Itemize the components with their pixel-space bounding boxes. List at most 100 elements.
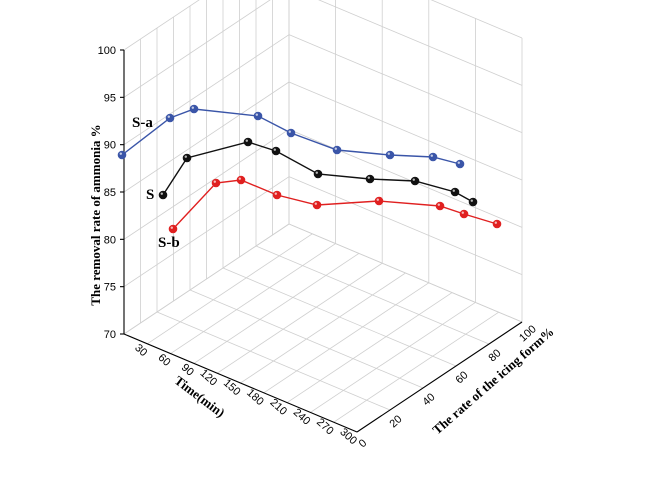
data-point-highlight: [457, 161, 460, 164]
data-point-highlight: [315, 171, 318, 174]
data-point-s-b: [236, 175, 246, 185]
data-point-s-b: [435, 201, 445, 211]
wall-grid-line: [288, 176, 523, 276]
data-point-highlight: [238, 177, 241, 180]
data-point-highlight: [213, 180, 216, 183]
x-tick-label: 120: [198, 367, 220, 388]
data-point-highlight: [245, 139, 248, 142]
data-point-highlight: [274, 192, 277, 195]
data-point-s: [182, 153, 192, 163]
y-axis-line: [356, 321, 523, 433]
y-tick-label: 40: [420, 391, 437, 408]
data-point-s-a: [455, 159, 465, 169]
x-tick-label: 60: [155, 352, 172, 369]
data-point-s-a: [189, 104, 199, 114]
y-tick-label: 20: [387, 413, 404, 430]
z-tick-label: 85: [104, 187, 116, 199]
data-point-highlight: [334, 147, 337, 150]
data-point-s: [271, 146, 281, 156]
data-point-s: [158, 190, 168, 200]
data-point-s-b: [168, 224, 178, 234]
data-point-highlight: [170, 226, 173, 229]
data-point-highlight: [430, 154, 433, 157]
floor-grid-line: [255, 245, 490, 345]
series-s-b: S-b: [158, 175, 502, 251]
data-point-highlight: [437, 203, 440, 206]
series-layer: S-a S S-b: [117, 104, 502, 251]
data-point-highlight: [167, 115, 170, 118]
wall-grid-line: [318, 0, 523, 86]
x-tick-label: 240: [291, 406, 313, 427]
floor-grid-line: [286, 292, 453, 403]
floor-grid-line: [193, 253, 360, 364]
wall-grid-line: [288, 223, 523, 323]
floor-grid-line: [263, 282, 430, 394]
x-tick-label: 210: [267, 397, 289, 418]
floor-grid-line: [147, 233, 313, 345]
z-axis-title: The removal rate of ammonia %: [88, 124, 103, 305]
floor-grid-line: [156, 311, 391, 411]
x-tick-label: 300: [337, 426, 359, 447]
y-tick-label: 60: [453, 369, 470, 386]
y-tick-label: 80: [486, 347, 503, 364]
wall-grid-line: [288, 128, 523, 228]
data-point-highlight: [376, 198, 379, 201]
series-label-s: S: [146, 187, 154, 203]
floor-grid-line: [189, 289, 424, 389]
wall-grid-line: [123, 0, 200, 51]
data-point-s: [365, 174, 375, 184]
z-tick-label: 95: [104, 92, 116, 104]
x-axis-line: [123, 333, 358, 433]
data-point-highlight: [184, 155, 187, 158]
data-point-highlight: [288, 130, 291, 133]
wall-grid-line: [123, 0, 271, 98]
data-point-s: [468, 197, 478, 207]
chart-axes: [120, 49, 523, 433]
wall-grid-line: [288, 34, 523, 134]
x-tick-label: 180: [244, 387, 266, 408]
data-point-highlight: [367, 176, 370, 179]
data-point-s-b: [211, 178, 221, 188]
wall-grid-line: [123, 223, 290, 335]
floor-grid-line: [310, 302, 476, 413]
wall-grid-line: [288, 81, 523, 181]
z-tick-label: 70: [104, 329, 116, 341]
data-point-s: [243, 137, 253, 147]
series-s: S: [146, 137, 478, 207]
floor-grid-line: [216, 262, 383, 374]
data-point-highlight: [452, 189, 455, 192]
z-tick-label: 80: [104, 234, 116, 246]
wall-grid-line: [123, 81, 290, 193]
data-point-s: [450, 187, 460, 197]
data-point-highlight: [119, 152, 123, 155]
series-s-a: S-a: [117, 104, 465, 169]
data-point-s-a: [428, 152, 438, 162]
x-tick-label: 30: [132, 342, 149, 359]
wall-grid-line: [430, 0, 523, 39]
floor-grid-line: [222, 267, 457, 367]
x-axis-title: Time(min): [172, 373, 228, 420]
wall-grid-line: [123, 176, 290, 287]
data-point-highlight: [461, 211, 464, 214]
data-point-s-b: [374, 196, 384, 206]
y-tick-label: 0: [357, 437, 370, 450]
data-point-s-a: [286, 128, 296, 138]
data-point-s-a: [165, 113, 175, 123]
data-point-s-b: [492, 219, 502, 229]
data-point-s-b: [272, 190, 282, 200]
z-tick-label: 100: [98, 45, 116, 57]
data-point-s-a: [332, 145, 342, 155]
data-point-highlight: [412, 178, 415, 181]
data-point-highlight: [314, 202, 317, 205]
data-point-highlight: [387, 152, 390, 155]
wall-grid-line: [123, 34, 290, 145]
floor-grid-line: [333, 311, 499, 423]
data-point-s-b: [459, 209, 469, 219]
data-point-highlight: [191, 106, 194, 109]
data-point-s: [313, 169, 323, 179]
x-tick-label: 150: [221, 377, 243, 398]
floor-grid-line: [170, 243, 336, 354]
data-point-s-a: [385, 150, 395, 160]
data-point-highlight: [160, 192, 163, 195]
